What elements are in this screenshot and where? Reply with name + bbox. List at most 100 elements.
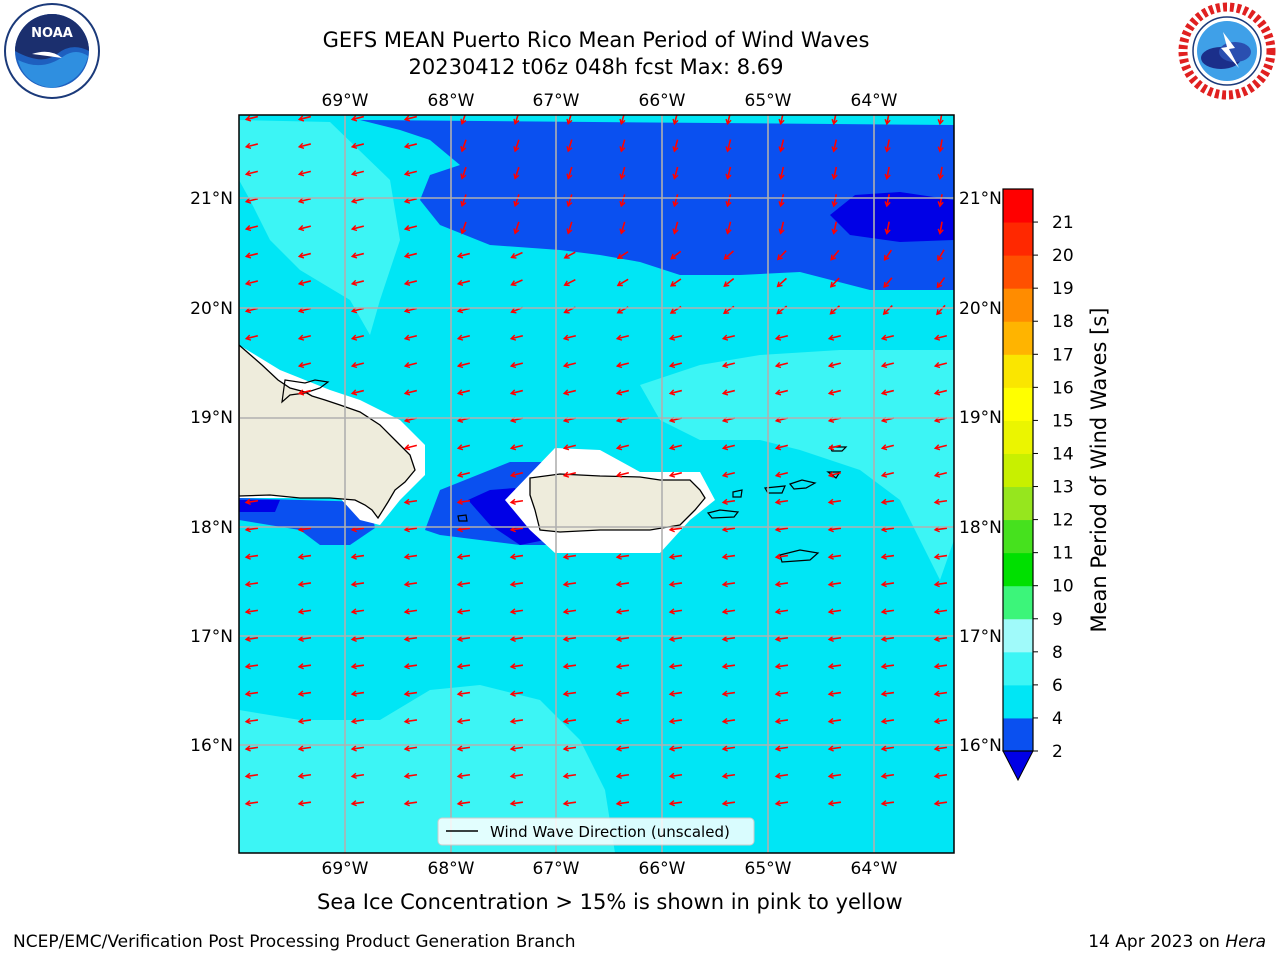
wave-direction-arrow	[510, 279, 523, 287]
wave-direction-arrow	[456, 362, 471, 369]
wave-direction-arrow	[297, 279, 312, 286]
wave-direction-arrow	[403, 663, 418, 670]
wave-direction-arrow	[668, 772, 683, 780]
wave-direction-arrow	[244, 334, 259, 341]
wave-direction-arrow	[774, 553, 789, 560]
wave-direction-arrow	[350, 635, 365, 643]
wave-direction-arrow	[615, 663, 630, 670]
wave-direction-arrow	[244, 252, 259, 259]
wave-direction-arrow	[615, 334, 630, 341]
colorbar-tick-label: 14	[1052, 444, 1074, 464]
wave-direction-arrow	[933, 800, 948, 807]
wave-direction-arrow	[350, 307, 365, 314]
lat-label-right: 18°N	[959, 518, 1002, 538]
colorbar-segment	[1003, 420, 1033, 454]
lon-label-bottom: 67°W	[533, 859, 580, 879]
lon-label-top: 69°W	[322, 91, 369, 111]
wave-direction-arrow	[403, 307, 418, 314]
wave-direction-arrow	[509, 608, 524, 615]
wave-direction-arrow	[562, 745, 577, 752]
wave-direction-arrow	[776, 250, 787, 261]
wave-direction-arrow	[297, 225, 312, 232]
wave-direction-arrow	[509, 635, 524, 643]
wave-direction-arrow	[721, 690, 736, 697]
wave-direction-arrow	[350, 225, 365, 232]
wave-direction-arrow	[456, 498, 471, 506]
wave-direction-arrow	[460, 139, 467, 153]
colorbar-tick-label: 6	[1052, 676, 1063, 696]
wave-direction-arrow	[933, 498, 948, 506]
wave-direction-arrow	[884, 194, 891, 208]
wave-direction-arrow	[615, 471, 630, 478]
lat-label-right: 19°N	[959, 408, 1002, 428]
nws-logo	[1178, 2, 1276, 100]
colorbar-tick-label: 13	[1052, 478, 1074, 498]
wave-direction-arrow	[672, 139, 679, 153]
wave-direction-arrow	[668, 362, 683, 369]
field-2-4-north	[360, 120, 954, 290]
wave-direction-arrow	[350, 663, 365, 670]
wave-direction-arrow	[403, 444, 418, 451]
wave-direction-arrow	[566, 166, 573, 180]
wave-direction-arrow	[403, 717, 418, 725]
wave-direction-arrow	[244, 498, 259, 506]
wave-direction-arrow	[297, 800, 312, 807]
wave-direction-arrow	[562, 717, 577, 725]
wave-direction-arrow	[937, 194, 944, 208]
footer-branch: NCEP/EMC/Verification Post Processing Pr…	[13, 932, 576, 952]
wave-direction-arrow	[880, 635, 895, 643]
graticule	[239, 115, 954, 853]
colorbar-segment	[1003, 255, 1033, 289]
wave-direction-arrow	[721, 389, 736, 396]
wave-direction-arrow	[297, 717, 312, 725]
wave-direction-arrow	[774, 690, 789, 697]
wave-direction-arrow	[562, 580, 577, 588]
wave-direction-arrow	[297, 663, 312, 670]
wave-direction-arrow	[403, 334, 418, 341]
colorbar-ticks: 2 4 6 8 9 10 11 12 13 14 15 16 17 18 19 20 21	[1033, 213, 1074, 762]
wave-direction-arrow	[403, 252, 418, 259]
wave-direction-arrow	[778, 115, 785, 126]
wave-direction-arrow	[403, 389, 418, 396]
wave-direction-arrow	[297, 608, 312, 615]
wave-period-field	[239, 115, 954, 853]
wave-direction-arrow	[884, 115, 891, 126]
wave-direction-arrow	[936, 304, 946, 316]
wave-direction-arrow	[880, 334, 895, 341]
wave-direction-arrow	[619, 115, 626, 126]
wave-direction-arrow	[933, 471, 948, 478]
wave-direction-arrow	[615, 362, 630, 369]
wave-direction-arrow	[721, 663, 736, 670]
wave-direction-arrow	[615, 580, 630, 588]
wave-direction-arrow	[672, 115, 679, 126]
wave-direction-arrow	[350, 197, 365, 204]
wave-direction-arrow	[774, 745, 789, 752]
colorbar-tick-label: 15	[1052, 411, 1074, 431]
colorbar-tick-label: 20	[1052, 246, 1074, 266]
wave-direction-arrow	[562, 690, 577, 697]
wave-direction-arrow	[880, 772, 895, 780]
colorbar-segment	[1003, 519, 1033, 554]
colorbar-tick-label: 9	[1052, 610, 1063, 630]
wave-direction-arrow	[403, 142, 418, 149]
wave-direction-arrow	[513, 194, 520, 208]
wave-direction-arrow	[509, 772, 524, 780]
wave-direction-arrow	[566, 194, 573, 208]
lon-label-bottom: 65°W	[745, 859, 792, 879]
colorbar-segment	[1003, 552, 1033, 587]
wave-direction-arrow	[460, 115, 467, 125]
map-legend: Wind Wave Direction (unscaled)	[437, 817, 755, 846]
wave-direction-arrow	[933, 580, 948, 588]
wave-direction-arrow	[350, 745, 365, 752]
wave-direction-arrow	[668, 635, 683, 643]
wave-direction-arrow	[566, 139, 573, 153]
wave-direction-arrow	[244, 717, 259, 725]
colorbar-segment	[1003, 684, 1033, 719]
lat-label-right: 20°N	[959, 299, 1002, 319]
wave-direction-arrow	[509, 663, 524, 670]
wave-direction-arrow	[460, 221, 467, 235]
wave-direction-arrow	[350, 690, 365, 697]
wave-direction-arrow	[403, 800, 418, 807]
wave-direction-arrow	[350, 553, 365, 560]
wave-direction-arrow	[721, 772, 736, 780]
